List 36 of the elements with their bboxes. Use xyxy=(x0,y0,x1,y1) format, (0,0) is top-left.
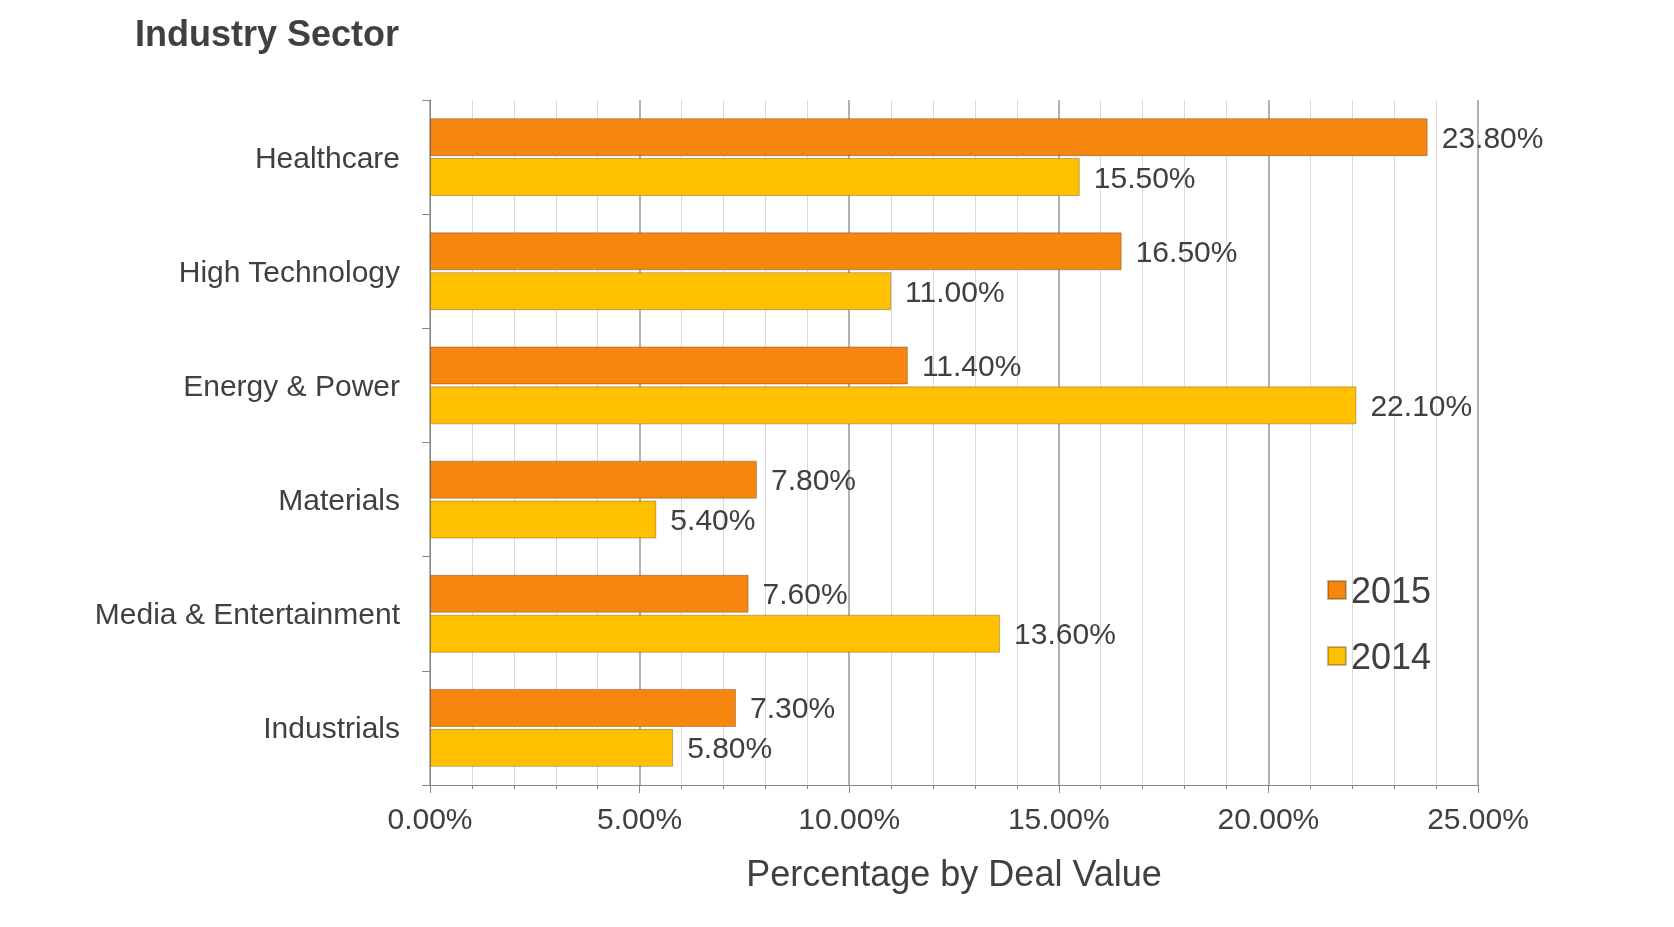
y-tick-label: Energy & Power xyxy=(183,368,400,402)
bar xyxy=(430,728,674,767)
y-tick-label: High Technology xyxy=(178,254,400,288)
legend-label: 2015 xyxy=(1350,569,1432,611)
x-tick-label: 25.00% xyxy=(1427,801,1529,835)
x-tick-label: 0.00% xyxy=(387,801,473,835)
data-label: 13.60% xyxy=(1014,617,1116,651)
y-tick-label: Industrials xyxy=(263,711,400,745)
x-tick-label: 20.00% xyxy=(1217,801,1320,835)
bar xyxy=(430,614,1001,653)
data-label: 22.10% xyxy=(1370,388,1473,422)
legend-label: 2014 xyxy=(1350,635,1432,677)
bar xyxy=(430,272,892,311)
y-tick-label: Media & Entertainment xyxy=(94,597,401,631)
bar xyxy=(430,574,749,613)
data-label: 7.30% xyxy=(750,691,836,725)
bar xyxy=(430,688,737,727)
y-tick-label: Healthcare xyxy=(254,140,400,174)
data-label: 7.60% xyxy=(762,577,848,611)
x-tick-label: 15.00% xyxy=(1007,801,1110,835)
x-tick-label: 10.00% xyxy=(798,801,901,835)
data-label: 16.50% xyxy=(1135,234,1238,268)
data-label: 15.50% xyxy=(1093,160,1196,194)
x-tick-label: 5.00% xyxy=(597,801,683,835)
x-axis-title: Percentage by Deal Value xyxy=(746,852,1162,894)
bar xyxy=(430,158,1080,197)
data-label: 5.40% xyxy=(670,503,756,537)
bar xyxy=(430,118,1428,157)
y-tick-label: Materials xyxy=(278,483,400,517)
data-label: 11.00% xyxy=(905,274,1005,308)
bar xyxy=(430,232,1122,271)
data-label: 5.80% xyxy=(687,731,773,765)
chart-title: Industry Sector xyxy=(135,12,400,54)
data-label: 11.40% xyxy=(921,348,1022,382)
data-label: 7.80% xyxy=(770,463,857,497)
data-label: 23.80% xyxy=(1441,120,1544,154)
